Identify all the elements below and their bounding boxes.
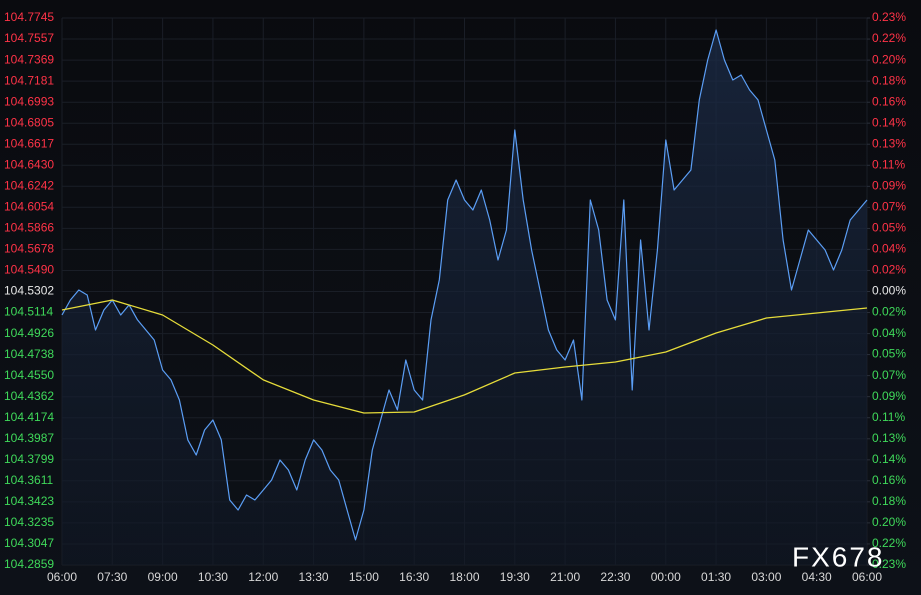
y2-tick-label: 0.14% (872, 452, 906, 466)
y-tick-label: 104.5114 (4, 305, 53, 319)
x-tick-label: 04:30 (802, 570, 832, 584)
y2-tick-label: 0.04% (872, 326, 906, 340)
y-tick-label: 104.6617 (4, 136, 54, 150)
x-tick-label: 19:30 (500, 570, 530, 584)
y-tick-label: 104.3047 (4, 536, 54, 550)
y-tick-label: 104.3987 (4, 431, 54, 445)
watermark: FX678 (792, 541, 885, 572)
y2-tick-label: 0.07% (872, 200, 906, 214)
y-tick-label: 104.2859 (4, 557, 54, 571)
x-tick-label: 13:30 (299, 570, 329, 584)
y2-tick-label: 0.05% (872, 221, 906, 235)
y-tick-label: 104.6430 (4, 157, 54, 171)
y-tick-label: 104.6054 (4, 199, 54, 213)
y2-tick-label: 0.16% (872, 473, 906, 487)
y2-tick-label: 0.13% (872, 431, 906, 445)
plot (61, 29, 868, 565)
y2-tick-label: 0.18% (872, 73, 906, 87)
y2-tick-label: 0.13% (872, 136, 906, 150)
y-tick-label: 104.7369 (4, 52, 54, 66)
y2-tick-label: 0.00% (872, 284, 906, 298)
y-tick-label: 104.3611 (4, 473, 53, 487)
y-tick-label: 104.4362 (4, 389, 54, 403)
y2-tick-label: 0.04% (872, 242, 906, 256)
x-tick-label: 22:30 (600, 570, 630, 584)
x-tick-label: 01:30 (701, 570, 731, 584)
x-tick-label: 18:00 (449, 570, 479, 584)
y2-tick-label: 0.09% (872, 179, 906, 193)
line (61, 29, 868, 541)
y-tick-label: 104.6805 (4, 115, 54, 129)
y2-tick-label: 0.23% (872, 557, 906, 571)
y-tick-label: 104.7557 (4, 31, 54, 45)
x-tick-label: 09:00 (148, 570, 178, 584)
y2-tick-label: 0.20% (872, 515, 906, 529)
y-tick-label: 104.4174 (4, 410, 54, 424)
y2-tick-label: 0.11% (872, 157, 905, 171)
line (61, 299, 868, 414)
y2-tick-label: 0.09% (872, 389, 906, 403)
y2-tick-label: 0.02% (872, 305, 906, 319)
y-tick-label: 104.7181 (4, 73, 54, 87)
x-tick-label: 10:30 (198, 570, 228, 584)
y-tick-label: 104.7745 (4, 10, 54, 24)
y-tick-label: 104.6993 (4, 94, 54, 108)
y2-tick-label: 0.02% (872, 263, 906, 277)
x-tick-label: 15:00 (349, 570, 379, 584)
x-tick-label: 06:00 (47, 570, 77, 584)
x-tick-label: 07:30 (97, 570, 127, 584)
y2-tick-label: 0.20% (872, 52, 906, 66)
y-tick-label: 104.4550 (4, 368, 54, 382)
x-tick-label: 12:00 (248, 570, 278, 584)
y-tick-label: 104.4926 (4, 326, 54, 340)
y2-tick-label: 0.07% (872, 368, 906, 382)
y-tick-label: 104.6242 (4, 178, 54, 192)
y2-tick-label: 0.05% (872, 347, 906, 361)
x-tick-label: 21:00 (550, 570, 580, 584)
y-tick-label: 104.5678 (4, 242, 54, 256)
x-tick-label: 06:00 (852, 570, 882, 584)
x-tick-label: 16:30 (399, 570, 429, 584)
y2-tick-label: 0.22% (872, 31, 906, 45)
y2-tick-label: 0.18% (872, 494, 906, 508)
x-tick-label: 00:00 (651, 570, 681, 584)
area (62, 30, 867, 565)
y-tick-label: 104.5490 (4, 263, 54, 277)
y-tick-label: 104.5302 (4, 284, 54, 298)
y-tick-label: 104.3423 (4, 494, 54, 508)
y2-tick-label: 0.11% (872, 410, 905, 424)
y2-tick-label: 0.23% (872, 10, 906, 24)
y-tick-label: 104.5866 (4, 221, 54, 235)
y-tick-label: 104.3235 (4, 515, 54, 529)
y-tick-label: 104.4738 (4, 347, 54, 361)
y2-tick-label: 0.16% (872, 94, 906, 108)
y-tick-label: 104.3799 (4, 452, 54, 466)
y2-tick-label: 0.14% (872, 115, 906, 129)
labels: 104.2859 104.3047 104.3235 104.3423 104.3611… (4, 10, 906, 584)
x-tick-label: 03:00 (751, 570, 781, 584)
y2-tick-label: 0.22% (872, 536, 906, 550)
